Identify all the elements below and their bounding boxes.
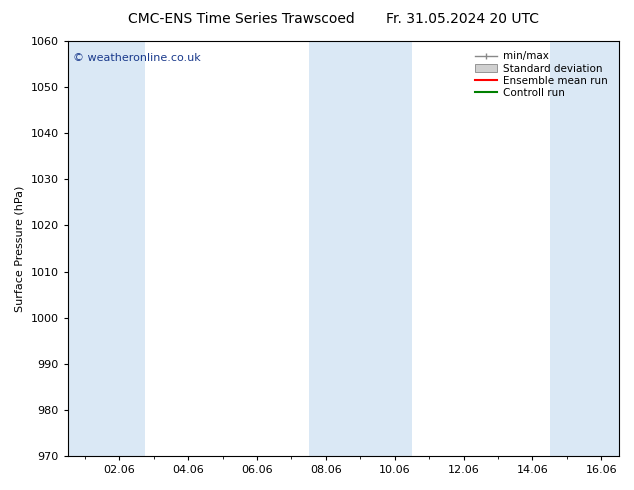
Legend: min/max, Standard deviation, Ensemble mean run, Controll run: min/max, Standard deviation, Ensemble me… [472,49,611,101]
Bar [309,41,412,456]
Text: CMC-ENS Time Series Trawscoed: CMC-ENS Time Series Trawscoed [127,12,354,26]
Bar [68,41,145,456]
Bar [550,41,619,456]
Text: © weatheronline.co.uk: © weatheronline.co.uk [73,53,201,64]
Y-axis label: Surface Pressure (hPa): Surface Pressure (hPa) [15,185,25,312]
Text: Fr. 31.05.2024 20 UTC: Fr. 31.05.2024 20 UTC [386,12,540,26]
